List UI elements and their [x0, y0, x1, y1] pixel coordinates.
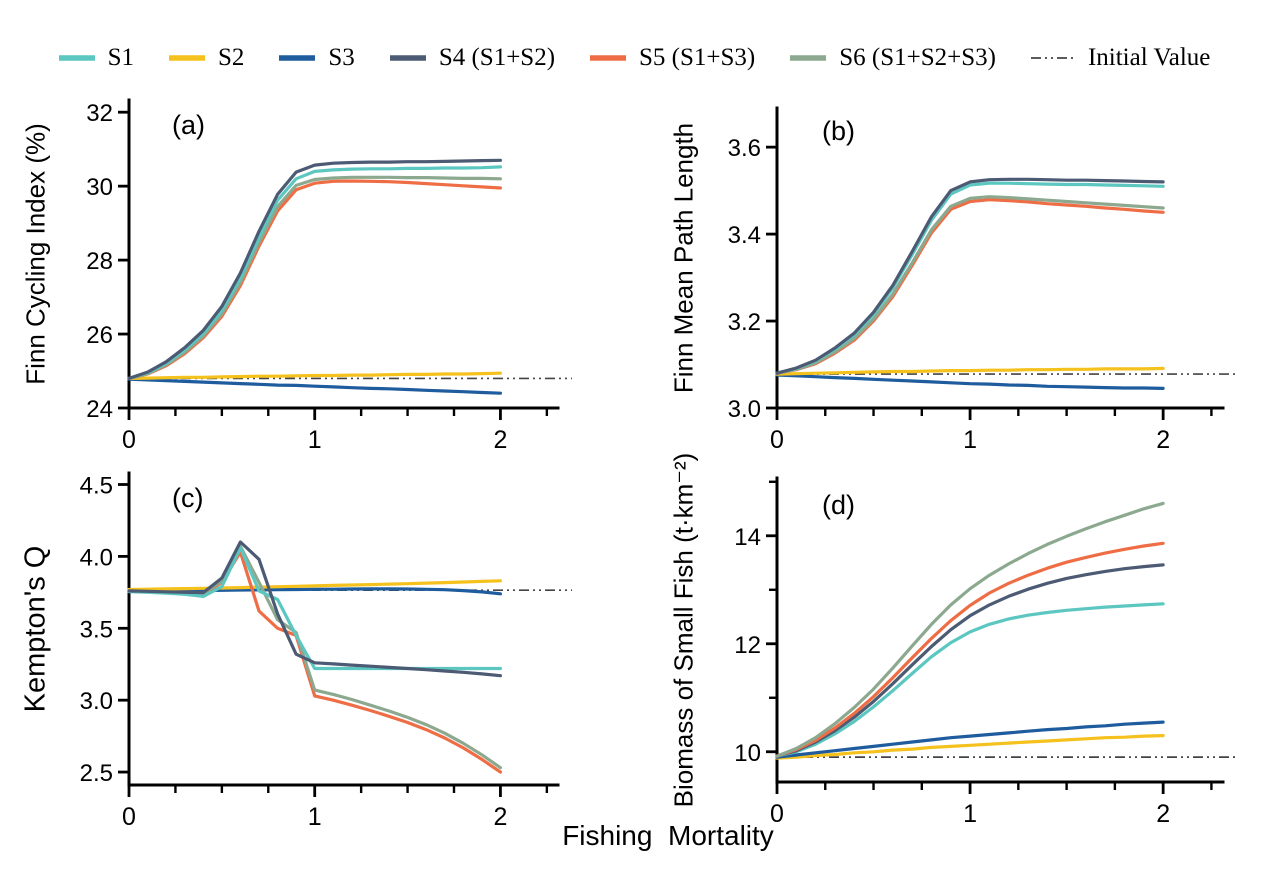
- panel-a-y-axis-title: Finn Cycling Index (%): [20, 123, 51, 385]
- panel-c-axes-spine: [127, 471, 560, 787]
- panel-b-ytick-label: 3.4: [728, 222, 761, 249]
- legend-label-initial: Initial Value: [1087, 44, 1211, 71]
- panel-c-y-axis-title: Kempton's Q: [19, 545, 52, 713]
- panel-d-series-S1-line: [775, 602, 1165, 758]
- panel-b-series-S1-line: [775, 181, 1165, 375]
- legend-label-S2: S2: [218, 44, 245, 71]
- panel-b-y-axis-title: Finn Mean Path Length: [668, 122, 699, 394]
- legend-item-S3: S3: [278, 44, 355, 72]
- panel-b-ytick-label: 3.2: [728, 309, 761, 336]
- panel-c-series-S2-line: [127, 579, 502, 592]
- panel-c-series-S1-line: [127, 546, 502, 671]
- legend-swatch-S1-icon: [58, 55, 95, 61]
- panel-d-series-S4-line: [775, 563, 1165, 758]
- panel-c-ytick-label: 3.5: [80, 616, 113, 643]
- legend-label-S3: S3: [328, 44, 355, 71]
- legend-item-S5: S5 (S1+S3): [589, 44, 755, 72]
- x-axis-title: Fishing Mortality: [562, 820, 774, 851]
- panel-c-series-S3-line: [127, 587, 502, 596]
- panel-b-xtick-label: 2: [1156, 426, 1170, 454]
- legend-item-S1: S1: [58, 44, 134, 72]
- legend-item-S4: S4 (S1+S2): [389, 44, 555, 72]
- panel-c-xtick-label: 1: [308, 803, 322, 831]
- legend: S1 S2 S3 S4 (S1+S2) S5 (S1+S3) S6 (S1+S2+S3) I…: [0, 44, 1268, 72]
- panel-b-series-S3-line: [775, 373, 1165, 390]
- legend-label-S4: S4 (S1+S2): [438, 44, 556, 71]
- panel-b-ytick-label: 3.0: [728, 396, 761, 423]
- panel-d-xtick-label: 1: [963, 800, 977, 828]
- legend-swatch-S6-icon: [790, 55, 827, 61]
- panel-a-ytick-label: 30: [86, 174, 113, 201]
- legend-item-S6: S6 (S1+S2+S3): [789, 44, 996, 72]
- panel-a-series-S6-line: [127, 175, 502, 380]
- panel-d-series-S6-line: [775, 501, 1165, 758]
- panel-b: 3.0 3.2 3.4 3.6 0 1 2: [728, 106, 1237, 454]
- panel-c-xtick-label: 2: [493, 803, 507, 831]
- panel-b-ytick-label: 3.6: [728, 135, 761, 162]
- panel-d-xtick-label: 0: [770, 800, 784, 828]
- legend-label-S1: S1: [107, 44, 134, 71]
- panel-a-xtick-label: 2: [493, 426, 507, 454]
- panel-a-ytick-label: 28: [86, 248, 113, 275]
- panel-c: 2.5 3.0 3.5 4.0 4.5 0 1 2: [80, 471, 572, 831]
- panel-b-series-S4-line: [775, 177, 1165, 375]
- panel-d-tag: (d): [822, 490, 855, 520]
- legend-label-S5: S5 (S1+S3): [639, 44, 756, 71]
- panel-d-xtick-label: 2: [1156, 800, 1170, 828]
- panel-a-series-S1-line: [127, 165, 502, 380]
- panel-a-xtick-label: 1: [308, 426, 322, 454]
- panel-a-series-S2-line: [127, 371, 502, 380]
- panel-c-ytick-label: 2.5: [80, 760, 113, 787]
- legend-item-initial: Initial Value: [1030, 44, 1210, 72]
- panel-d-ytick-label: 14: [734, 524, 761, 551]
- panel-d-ytick-label: 10: [734, 740, 761, 767]
- panel-c-ytick-label: 3.0: [80, 688, 113, 715]
- legend-swatch-S2-icon: [169, 55, 205, 61]
- panel-a: 24 26 28 30 32 0 1 2: [86, 98, 572, 454]
- panel-b-series-S2-line: [775, 366, 1165, 376]
- panel-c-ytick-label: 4.5: [80, 473, 113, 500]
- panel-b-tag: (b): [822, 116, 855, 146]
- panel-a-xtick-label: 0: [122, 426, 136, 454]
- panel-a-tag: (a): [172, 110, 205, 140]
- panel-a-ytick-label: 26: [86, 322, 113, 349]
- panel-d-ytick-label: 12: [734, 632, 761, 659]
- panel-d-y-axis-title: Biomass of Small Fish (t·km⁻²): [668, 452, 699, 808]
- legend-swatch-initial-icon: [1030, 57, 1075, 59]
- legend-swatch-S3-icon: [279, 55, 316, 61]
- legend-swatch-S5-icon: [590, 55, 627, 61]
- panel-a-axes-spine: [127, 98, 560, 410]
- panel-a-ytick-label: 32: [86, 100, 113, 127]
- panel-c-series-S4-line: [127, 540, 502, 678]
- panel-c-xtick-label: 0: [122, 803, 136, 831]
- legend-item-S2: S2: [168, 44, 244, 72]
- panel-b-xtick-label: 1: [963, 426, 977, 454]
- panel-d-series-S2-line: [775, 733, 1165, 760]
- panel-c-ytick-label: 4.0: [80, 544, 113, 571]
- legend-swatch-S4-icon: [389, 55, 426, 61]
- legend-label-S6: S6 (S1+S2+S3): [839, 44, 996, 71]
- panel-a-ytick-label: 24: [86, 396, 113, 423]
- panel-b-series-S6-line: [775, 195, 1165, 375]
- panel-c-tag: (c): [172, 483, 204, 513]
- panel-a-series-S3-line: [127, 377, 502, 395]
- panel-b-axes-spine: [775, 106, 1225, 410]
- panel-d-series-S5-line: [775, 541, 1165, 758]
- panel-d-series-S3-line: [775, 720, 1165, 759]
- panel-c-series-S6-line: [127, 544, 502, 770]
- panel-a-series-S4-line: [127, 158, 502, 380]
- panel-b-xtick-label: 0: [770, 426, 784, 454]
